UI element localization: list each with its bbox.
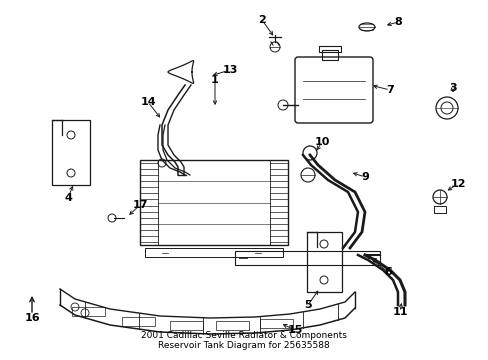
Text: 16: 16 [24,313,40,323]
Bar [319,46,341,52]
Bar [122,317,155,326]
Text: 2: 2 [258,15,265,25]
Text: 2001 Cadillac Seville Radiator & Components
Reservoir Tank Diagram for 25635588: 2001 Cadillac Seville Radiator & Compone… [141,330,346,350]
Text: 3: 3 [448,83,456,93]
Bar [235,251,379,265]
Bar [52,120,90,185]
Text: 17: 17 [132,200,147,210]
Text: 5: 5 [304,300,311,310]
Bar [306,232,341,292]
Text: 8: 8 [393,17,401,27]
Text: 1: 1 [211,75,219,85]
Bar [322,50,338,60]
Bar [260,319,292,328]
Text: 7: 7 [386,85,393,95]
Text: 6: 6 [383,267,391,277]
Bar [72,307,105,316]
Text: 12: 12 [449,179,465,189]
Text: 15: 15 [287,325,302,335]
Bar [170,321,203,330]
Bar [433,206,445,213]
Text: 13: 13 [222,65,237,75]
Text: 11: 11 [391,307,407,317]
Text: 10: 10 [314,137,329,147]
Bar [140,160,287,245]
Text: 14: 14 [140,97,156,107]
Text: 4: 4 [64,193,72,203]
Text: 9: 9 [360,172,368,182]
Bar [145,248,283,257]
Bar [216,321,248,330]
